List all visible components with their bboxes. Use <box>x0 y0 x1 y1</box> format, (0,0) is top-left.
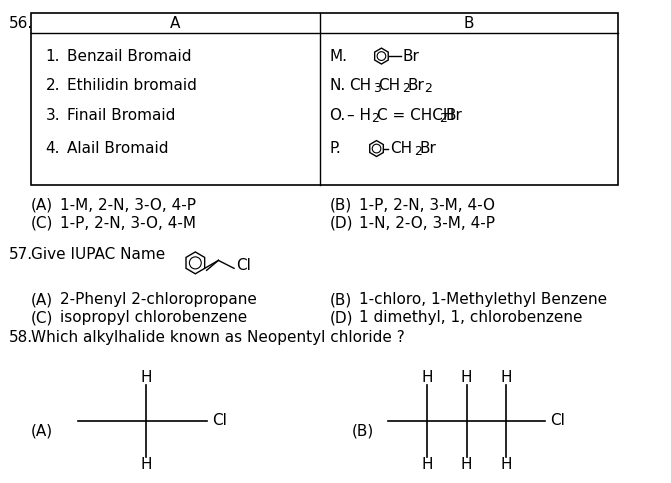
Text: CH: CH <box>378 78 401 93</box>
Text: H: H <box>500 457 511 472</box>
Text: 2: 2 <box>414 145 421 158</box>
Text: 1-P, 2-N, 3-O, 4-M: 1-P, 2-N, 3-O, 4-M <box>60 215 196 230</box>
Text: H: H <box>141 457 152 472</box>
Text: (C): (C) <box>31 215 53 230</box>
Text: (C): (C) <box>31 310 53 325</box>
Text: Br: Br <box>408 78 425 93</box>
Text: 1.: 1. <box>46 49 60 64</box>
Text: (D): (D) <box>329 215 353 230</box>
Text: B: B <box>464 16 474 31</box>
Text: Br: Br <box>445 108 462 123</box>
Text: 2.: 2. <box>46 78 60 93</box>
Text: H: H <box>421 369 433 385</box>
Text: (B): (B) <box>329 292 352 307</box>
Text: 1-P, 2-N, 3-M, 4-O: 1-P, 2-N, 3-M, 4-O <box>359 198 495 213</box>
Text: 2: 2 <box>425 83 432 95</box>
Text: Br: Br <box>419 141 437 156</box>
Text: 2: 2 <box>370 112 378 125</box>
Text: CH: CH <box>349 78 371 93</box>
Text: P.: P. <box>329 141 342 156</box>
Text: Finail Bromaid: Finail Bromaid <box>67 108 175 123</box>
Text: H: H <box>461 457 472 472</box>
Text: 1-M, 2-N, 3-O, 4-P: 1-M, 2-N, 3-O, 4-P <box>60 198 196 213</box>
Text: 58.: 58. <box>9 330 34 345</box>
Text: (B): (B) <box>352 424 374 439</box>
Text: – H: – H <box>347 108 371 123</box>
Text: H: H <box>500 369 511 385</box>
Text: A: A <box>170 16 180 31</box>
Text: C = CHCH: C = CHCH <box>376 108 454 123</box>
Text: Cl: Cl <box>212 413 227 428</box>
Text: Ethilidin bromaid: Ethilidin bromaid <box>67 78 197 93</box>
Text: Br: Br <box>403 49 420 64</box>
Text: 2: 2 <box>402 83 410 95</box>
Text: M.: M. <box>329 49 348 64</box>
Text: (D): (D) <box>329 310 353 325</box>
Text: isopropyl chlorobenzene: isopropyl chlorobenzene <box>60 310 248 325</box>
Text: O.: O. <box>329 108 346 123</box>
Text: 3.: 3. <box>46 108 60 123</box>
Text: H: H <box>421 457 433 472</box>
Text: 1 dimethyl, 1, chlorobenzene: 1 dimethyl, 1, chlorobenzene <box>359 310 582 325</box>
Text: 3: 3 <box>372 83 380 95</box>
Text: H: H <box>141 369 152 385</box>
Text: N.: N. <box>329 78 346 93</box>
Text: Cl: Cl <box>550 413 565 428</box>
Text: Cl: Cl <box>236 258 251 273</box>
Text: Give IUPAC Name: Give IUPAC Name <box>31 247 165 262</box>
Text: 1-chloro, 1-Methylethyl Benzene: 1-chloro, 1-Methylethyl Benzene <box>359 292 607 307</box>
Bar <box>31 14 619 185</box>
Text: CH: CH <box>391 141 413 156</box>
Text: 57.: 57. <box>9 247 34 262</box>
Text: 2: 2 <box>440 112 447 125</box>
Text: Alail Bromaid: Alail Bromaid <box>67 141 168 156</box>
Text: 1-N, 2-O, 3-M, 4-P: 1-N, 2-O, 3-M, 4-P <box>359 215 495 230</box>
Text: (B): (B) <box>329 198 352 213</box>
Text: (A): (A) <box>31 198 53 213</box>
Text: Benzail Bromaid: Benzail Bromaid <box>67 49 191 64</box>
Text: H: H <box>461 369 472 385</box>
Text: (A): (A) <box>31 292 53 307</box>
Text: 4.: 4. <box>46 141 60 156</box>
Text: Which alkylhalide known as Neopentyl chloride ?: Which alkylhalide known as Neopentyl chl… <box>31 330 405 345</box>
Text: 56.: 56. <box>9 16 34 31</box>
Text: 2-Phenyl 2-chloropropane: 2-Phenyl 2-chloropropane <box>60 292 257 307</box>
Text: (A): (A) <box>31 424 53 439</box>
